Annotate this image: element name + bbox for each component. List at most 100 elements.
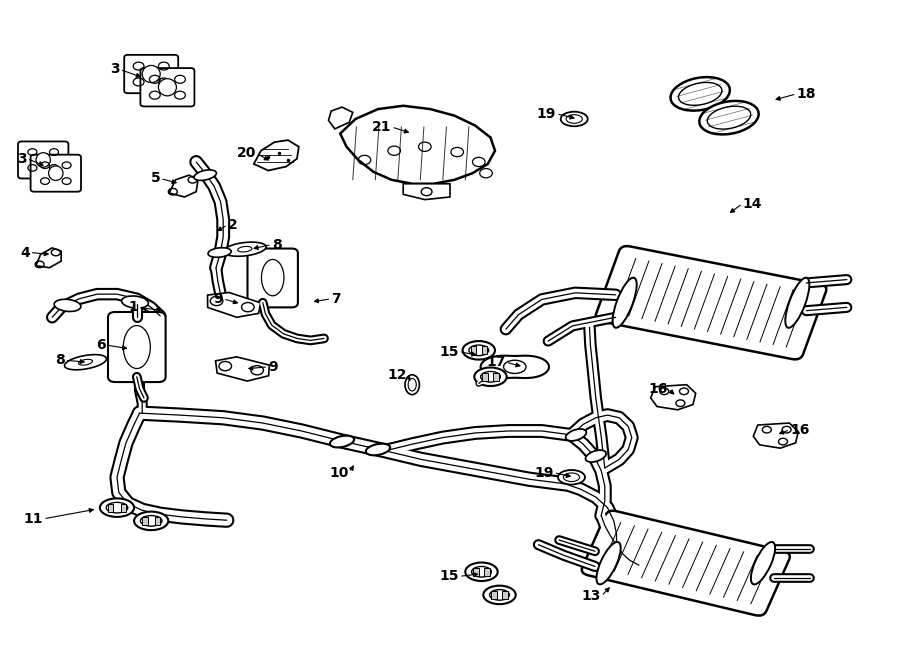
Ellipse shape — [36, 153, 50, 167]
Text: 7: 7 — [331, 292, 341, 306]
Text: 16: 16 — [648, 381, 668, 396]
Polygon shape — [208, 292, 261, 317]
Bar — [142, 517, 148, 525]
Bar — [473, 568, 479, 576]
Ellipse shape — [365, 444, 391, 455]
Polygon shape — [753, 423, 798, 448]
Text: 15: 15 — [439, 569, 459, 584]
Polygon shape — [65, 355, 106, 369]
Ellipse shape — [330, 436, 354, 447]
Text: 17: 17 — [486, 355, 506, 369]
Bar — [482, 346, 487, 354]
Text: 8: 8 — [272, 237, 282, 252]
FancyBboxPatch shape — [248, 249, 298, 307]
FancyBboxPatch shape — [31, 155, 81, 192]
Ellipse shape — [134, 512, 168, 530]
Polygon shape — [36, 248, 61, 268]
FancyBboxPatch shape — [581, 511, 790, 615]
Ellipse shape — [566, 115, 582, 124]
Bar — [484, 568, 490, 576]
Ellipse shape — [140, 516, 162, 526]
Ellipse shape — [566, 429, 586, 441]
Ellipse shape — [208, 248, 231, 257]
Text: 9: 9 — [213, 292, 223, 306]
Text: 19: 19 — [536, 106, 556, 121]
Ellipse shape — [483, 586, 516, 604]
Text: 5: 5 — [150, 171, 160, 186]
FancyBboxPatch shape — [18, 141, 68, 178]
Ellipse shape — [670, 77, 730, 110]
Text: 12: 12 — [387, 368, 407, 383]
Bar — [491, 591, 497, 599]
Text: 10: 10 — [329, 465, 349, 480]
Ellipse shape — [123, 326, 150, 369]
Ellipse shape — [563, 473, 580, 481]
Ellipse shape — [613, 278, 636, 328]
Text: 19: 19 — [534, 465, 554, 480]
Polygon shape — [215, 357, 269, 381]
Polygon shape — [651, 385, 696, 410]
Polygon shape — [223, 242, 266, 256]
Text: 9: 9 — [268, 360, 278, 374]
Text: 20: 20 — [237, 146, 256, 161]
FancyBboxPatch shape — [124, 55, 178, 93]
Ellipse shape — [786, 278, 809, 328]
Text: 2: 2 — [228, 217, 238, 232]
Ellipse shape — [558, 470, 585, 485]
Ellipse shape — [597, 542, 621, 584]
Ellipse shape — [463, 341, 495, 360]
Ellipse shape — [472, 566, 491, 577]
Ellipse shape — [504, 360, 526, 373]
Ellipse shape — [679, 83, 722, 105]
Text: 18: 18 — [796, 87, 816, 101]
Text: 13: 13 — [581, 589, 601, 603]
Ellipse shape — [469, 345, 489, 356]
Ellipse shape — [122, 296, 148, 308]
Text: 4: 4 — [20, 245, 30, 260]
Ellipse shape — [408, 378, 416, 391]
Bar — [155, 517, 160, 525]
Bar — [502, 591, 508, 599]
Ellipse shape — [78, 360, 93, 365]
Ellipse shape — [751, 542, 775, 584]
Polygon shape — [403, 184, 450, 200]
Polygon shape — [169, 175, 198, 197]
Text: 16: 16 — [790, 422, 810, 437]
FancyBboxPatch shape — [140, 68, 194, 106]
Ellipse shape — [158, 79, 176, 96]
Ellipse shape — [465, 563, 498, 581]
Ellipse shape — [100, 498, 134, 517]
Polygon shape — [254, 140, 299, 171]
Text: 3: 3 — [17, 151, 27, 166]
Bar — [482, 373, 488, 381]
Ellipse shape — [106, 502, 128, 513]
Text: 21: 21 — [372, 120, 392, 134]
FancyBboxPatch shape — [596, 246, 826, 360]
Bar — [108, 504, 113, 512]
Ellipse shape — [490, 590, 509, 600]
Text: 6: 6 — [96, 338, 106, 352]
Text: 11: 11 — [23, 512, 43, 526]
Ellipse shape — [699, 101, 759, 134]
Ellipse shape — [481, 371, 500, 382]
Ellipse shape — [49, 166, 63, 180]
Ellipse shape — [194, 170, 216, 180]
Ellipse shape — [707, 106, 751, 129]
Ellipse shape — [474, 368, 507, 386]
Text: 8: 8 — [55, 353, 65, 368]
Bar — [121, 504, 126, 512]
Ellipse shape — [142, 65, 160, 83]
Polygon shape — [340, 106, 495, 184]
Ellipse shape — [405, 375, 419, 395]
Ellipse shape — [261, 259, 284, 296]
Bar — [471, 346, 476, 354]
Bar — [493, 373, 499, 381]
Ellipse shape — [238, 247, 252, 252]
Ellipse shape — [54, 299, 81, 311]
Ellipse shape — [561, 112, 588, 126]
Text: 3: 3 — [110, 62, 120, 77]
Polygon shape — [481, 356, 549, 378]
Ellipse shape — [586, 450, 606, 462]
Text: 1: 1 — [128, 300, 138, 315]
Text: 15: 15 — [439, 344, 459, 359]
